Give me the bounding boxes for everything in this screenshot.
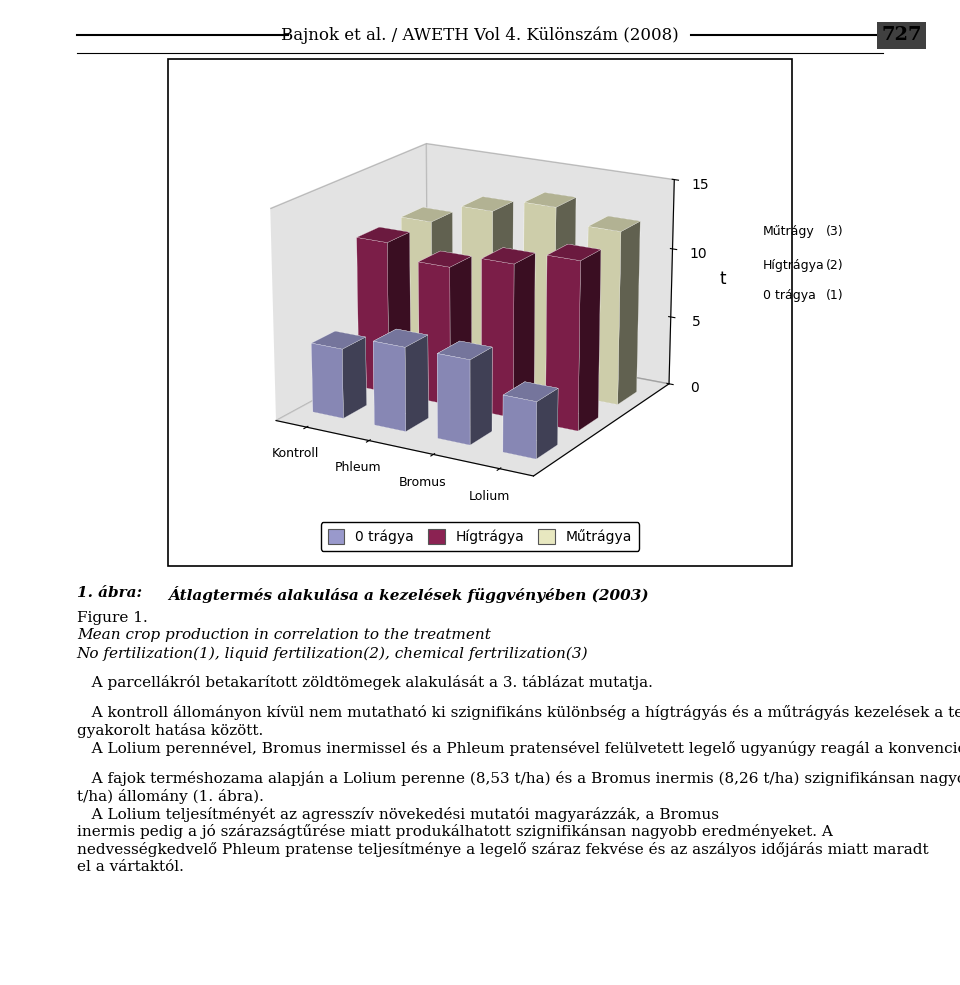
Text: 727: 727 xyxy=(881,27,922,44)
Text: Műtrágy: Műtrágy xyxy=(763,225,815,238)
Text: (1): (1) xyxy=(826,289,843,302)
Text: Átlagtermés alakulása a kezelések függvényében (2003): Átlagtermés alakulása a kezelések függvé… xyxy=(168,586,649,603)
Text: 0 trágya: 0 trágya xyxy=(763,289,816,302)
Text: Figure 1.: Figure 1. xyxy=(77,611,148,624)
Text: Hígtrágya: Hígtrágya xyxy=(763,259,825,273)
Text: A parcellákról betakarított zöldtömegek alakulását a 3. táblázat mutatja.: A parcellákról betakarított zöldtömegek … xyxy=(77,675,653,689)
Text: A ⁠Lolium⁠ teljesítményét az agresszív növekedési mutatói magyarázzák, a ⁠Bromus: A ⁠Lolium⁠ teljesítményét az agresszív n… xyxy=(77,807,719,821)
Text: A ⁠Lolium⁠ perennével, ⁠Bromus⁠ inermissel és a ⁠Phleum⁠ pratensével felülvetett: A ⁠Lolium⁠ perennével, ⁠Bromus⁠ inermiss… xyxy=(77,741,960,755)
Text: 1. ábra:: 1. ábra: xyxy=(77,586,142,600)
Text: nedvességkedvelő ⁠Phleum pratense⁠ teljesítménye a legelő száraz fekvése és az a: nedvességkedvelő ⁠Phleum pratense⁠ telje… xyxy=(77,842,928,857)
Text: A fajok terméshozama alapján a ⁠Lolium perenne⁠ (8,53 t/ha) és a ⁠Bromus inermis: A fajok terméshozama alapján a ⁠Lolium p… xyxy=(77,771,960,786)
Text: el a vártaktól.: el a vártaktól. xyxy=(77,860,183,874)
Text: gyakorolt hatása között.: gyakorolt hatása között. xyxy=(77,723,263,738)
Text: ⁠inermis⁠ pedig a jó szárazságtűrése miatt produkálhatott szignifikánsan nagyobb: ⁠inermis⁠ pedig a jó szárazságtűrése mia… xyxy=(77,824,832,839)
Text: No fertilization(1), liquid fertilization(2), chemical fertrilization(3): No fertilization(1), liquid fertilizatio… xyxy=(77,646,588,661)
Legend: 0 trágya, Hígtrágya, Műtrágya: 0 trágya, Hígtrágya, Műtrágya xyxy=(321,522,639,552)
Text: (3): (3) xyxy=(826,225,843,238)
Text: Bajnok et al. / AWETH Vol 4. Különszám (2008): Bajnok et al. / AWETH Vol 4. Különszám (… xyxy=(281,27,679,44)
Text: A kontroll állományon kívül nem mutatható ki szignifikáns különbség a hígtrágyás: A kontroll állományon kívül nem mutathat… xyxy=(77,705,960,720)
Text: Mean crop production in correlation to the treatment: Mean crop production in correlation to t… xyxy=(77,628,491,642)
Text: (2): (2) xyxy=(826,259,843,273)
Text: t/ha) állomány (1. ábra).: t/ha) állomány (1. ábra). xyxy=(77,789,264,804)
